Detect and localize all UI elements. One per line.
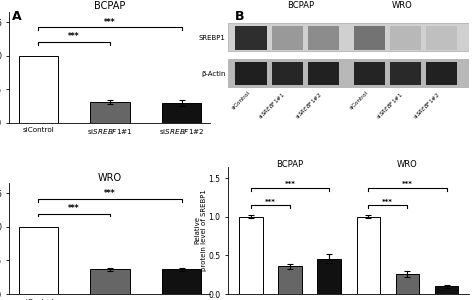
Text: ***: *** [68,32,80,41]
Text: ***: *** [284,181,295,187]
Text: ***: *** [104,18,116,27]
Text: ***: *** [68,204,80,213]
Bar [272,26,303,50]
Text: ***: *** [383,199,393,205]
Text: ***: *** [402,181,413,187]
Text: A: A [12,11,21,23]
Bar [18,227,58,294]
Bar [18,56,58,123]
Text: BCPAP: BCPAP [287,1,314,10]
Bar [162,103,201,123]
Bar [162,269,201,294]
Title: WRO: WRO [98,172,122,183]
Bar [228,23,469,52]
Bar [90,102,130,123]
Bar [426,26,457,50]
Bar [396,274,419,294]
Bar [308,26,339,50]
Bar [426,62,457,85]
Y-axis label: Relative
protein level of SREBP1: Relative protein level of SREBP1 [194,190,207,271]
Text: si$SREBF1$#1: si$SREBF1$#1 [375,90,405,121]
Bar [435,286,458,294]
Text: si$SREBF1$#2: si$SREBF1$#2 [293,90,323,121]
Bar [390,62,421,85]
Bar [308,62,339,85]
Bar [239,217,263,294]
Title: BCPAP: BCPAP [94,1,126,11]
Text: SREBP1: SREBP1 [199,35,226,41]
Bar [354,26,385,50]
Bar [228,59,469,87]
Text: WRO: WRO [397,160,418,169]
Bar [278,266,302,294]
Text: B: B [235,11,244,23]
Bar [90,269,130,294]
Text: si$SREBF1$#1: si$SREBF1$#1 [256,90,287,121]
Text: siControl: siControl [348,90,369,111]
Text: siControl: siControl [230,90,251,111]
Text: WRO: WRO [392,1,412,10]
Bar [272,62,303,85]
Bar [236,62,267,85]
Bar [318,259,341,294]
Text: ***: *** [104,189,116,198]
Text: β-Actin: β-Actin [201,70,226,76]
Bar [390,26,421,50]
Text: ***: *** [265,199,276,205]
Bar [356,217,380,294]
Bar [354,62,385,85]
Text: si$SREBF1$#2: si$SREBF1$#2 [411,90,441,121]
Bar [236,26,267,50]
Text: BCPAP: BCPAP [276,160,303,169]
